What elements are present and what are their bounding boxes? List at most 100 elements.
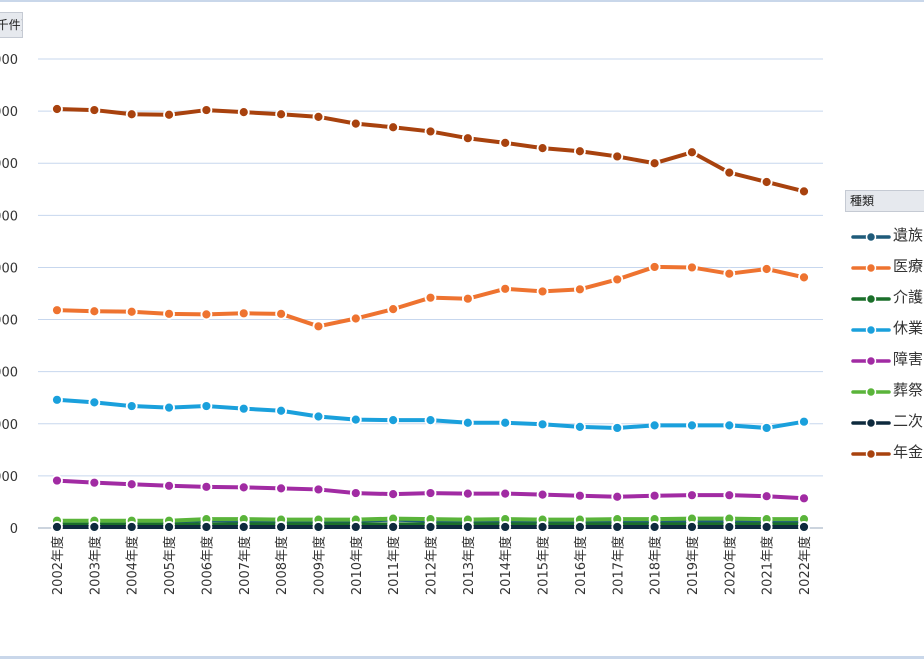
legend-swatch (851, 231, 891, 243)
y-tick-label: 9000 (0, 53, 18, 68)
data-point (163, 479, 175, 492)
data-point (51, 474, 63, 487)
data-point (723, 489, 736, 502)
data-point (798, 492, 810, 505)
data-point (648, 521, 661, 533)
y-tick-label: 1000 (0, 470, 18, 485)
data-point (760, 263, 773, 275)
data-point (760, 521, 773, 533)
x-tick-label: 2013年度 (461, 536, 477, 595)
legend-swatch (851, 386, 891, 398)
data-point (648, 419, 661, 432)
data-point (125, 478, 138, 491)
legend-item: 二次 (845, 407, 924, 438)
data-point (163, 307, 175, 320)
data-point (387, 488, 400, 501)
y-axis-unit-label: (千件) (0, 12, 23, 38)
data-point (51, 304, 63, 317)
data-point (125, 521, 138, 533)
x-tick-label: 2020年度 (722, 536, 738, 595)
x-tick-label: 2019年度 (685, 536, 701, 595)
data-point (88, 104, 101, 116)
data-point (611, 273, 624, 286)
legend-item: 遺族 (845, 221, 924, 252)
legend-label: 二次 (893, 412, 924, 430)
y-tick-label: 3000 (0, 366, 18, 381)
legend-label: 介護 (893, 288, 924, 306)
data-point (312, 110, 325, 123)
data-point (611, 490, 624, 503)
legend-swatch (851, 262, 891, 274)
data-point (200, 308, 213, 321)
data-point (798, 415, 810, 428)
data-point (424, 487, 437, 499)
data-point (163, 401, 175, 414)
series-医療 (51, 261, 810, 333)
y-axis-tick-labels: 0 1000 2000 3000 4000 5000 6000 7000 8000 9000 (0, 53, 18, 537)
data-point (125, 400, 138, 412)
legend-label: 遺族 (893, 226, 924, 244)
x-tick-label: 2021年度 (760, 536, 776, 595)
data-point (798, 271, 810, 284)
data-point (275, 404, 288, 417)
data-point (312, 483, 325, 496)
data-point (760, 176, 773, 188)
data-point (349, 487, 362, 499)
data-point (574, 489, 586, 502)
data-point (125, 305, 138, 318)
data-point (461, 292, 474, 305)
data-point (686, 146, 698, 159)
legend-label: 年金 (893, 443, 924, 461)
data-point (349, 521, 362, 533)
x-tick-label: 2003年度 (87, 536, 103, 595)
data-point (424, 521, 437, 533)
data-point (723, 521, 736, 533)
data-point (200, 400, 213, 412)
data-point (349, 117, 362, 130)
chart-frame-bottom-border (0, 656, 924, 659)
data-point (574, 421, 586, 433)
data-point (536, 142, 549, 155)
x-tick-label: 2011年度 (386, 536, 402, 595)
data-point (88, 521, 101, 533)
data-point (163, 108, 175, 121)
x-axis-tick-labels: 2002年度 2003年度 2004年度 2005年度 2006年度 2007年度 2008… (50, 528, 813, 595)
data-point (312, 410, 325, 423)
legend-item: 葬祭 (845, 376, 924, 407)
data-point (574, 283, 586, 296)
legend-label: 葬祭 (893, 381, 924, 399)
legend-title: 種類 (845, 190, 924, 212)
data-point (499, 416, 512, 429)
x-tick-label: 2006年度 (199, 536, 215, 595)
legend-swatch (851, 293, 891, 305)
data-point (686, 521, 698, 533)
legend-swatch (851, 355, 891, 367)
data-point (312, 320, 325, 333)
data-point (686, 261, 698, 274)
legend-label: 医療 (893, 257, 924, 275)
y-tick-label: 4000 (0, 314, 18, 329)
data-point (798, 185, 810, 198)
x-tick-label: 2017年度 (610, 536, 626, 595)
x-tick-label: 2008年度 (274, 536, 290, 595)
data-point (723, 166, 736, 179)
data-point (760, 422, 773, 434)
data-point (88, 305, 101, 318)
data-point (237, 307, 250, 320)
legend: 種類 遺族 医療 介護 休業 障害 葬祭 二次 年金 (845, 190, 924, 469)
data-point (499, 136, 512, 149)
data-point (574, 145, 586, 158)
data-point (51, 521, 63, 533)
y-tick-label: 6000 (0, 209, 18, 224)
x-tick-label: 2022年度 (797, 536, 813, 595)
series-障害 (51, 474, 810, 505)
data-point (461, 416, 474, 429)
data-point (200, 104, 213, 116)
legend-item: 休業 (845, 314, 924, 345)
legend-label: 休業 (893, 319, 924, 337)
chart-frame-top-border (0, 0, 924, 2)
series-年金 (51, 103, 810, 198)
data-point (461, 132, 474, 145)
data-point (237, 481, 250, 494)
